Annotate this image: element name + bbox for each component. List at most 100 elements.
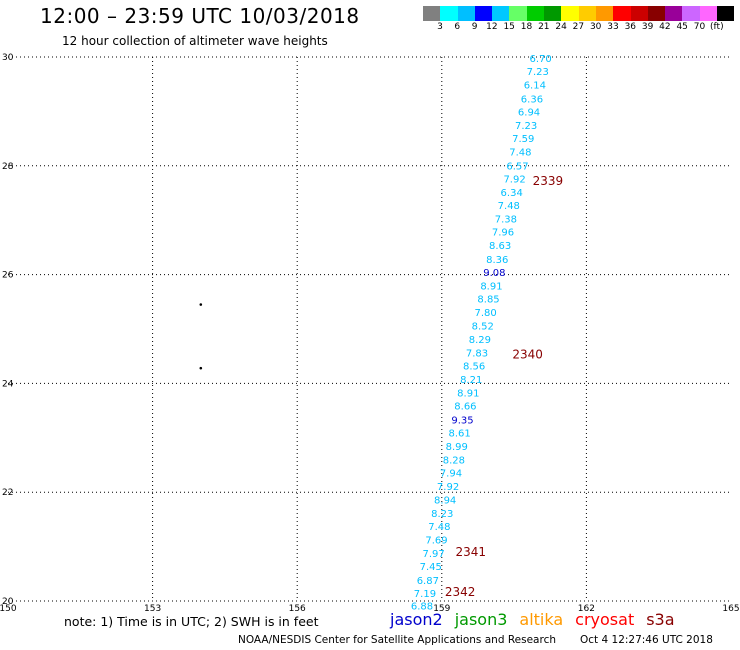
wave-height-value: 7.59 <box>512 134 534 145</box>
color-scale-label: 24 <box>555 22 567 32</box>
color-scale-label: 30 <box>589 22 602 32</box>
wave-height-value: 6.87 <box>417 576 439 587</box>
wave-height-value: 7.97 <box>422 549 444 560</box>
wave-height-value: 7.96 <box>492 228 514 239</box>
color-swatch <box>630 6 648 21</box>
wave-height-value: 7.83 <box>466 348 488 359</box>
x-tick-label: 162 <box>578 604 595 614</box>
y-tick-label: 20 <box>2 597 14 607</box>
wave-height-value: 8.63 <box>489 241 511 252</box>
color-swatch <box>440 6 458 21</box>
color-swatch <box>561 6 579 21</box>
map-title: 12:00 – 23:59 UTC 10/03/2018 <box>40 4 360 28</box>
wave-height-value: 8.85 <box>477 295 499 306</box>
color-scale-label: 39 <box>641 22 654 32</box>
time-marker: 2341 <box>455 545 486 559</box>
color-scale-label: 18 <box>520 22 533 32</box>
wave-height-value: 8.23 <box>431 509 453 520</box>
wave-height-value: 6.70 <box>529 54 551 65</box>
color-scale-label: 6 <box>454 22 461 32</box>
wave-height-value: 9.08 <box>483 268 505 279</box>
color-swatch <box>665 6 683 21</box>
satellite-legend: jason2 jason3 altika cryosat s3a <box>390 610 687 629</box>
color-swatch <box>717 6 735 21</box>
satellite-name: jason3 <box>454 610 508 629</box>
color-swatch <box>544 6 562 21</box>
map-subtitle: 12 hour collection of altimeter wave hei… <box>62 34 328 48</box>
wave-height-value: 7.38 <box>495 215 517 226</box>
y-tick-label: 22 <box>2 488 13 498</box>
footer-note: note: 1) Time is in UTC; 2) SWH is in fe… <box>64 614 319 629</box>
wave-height-value: 6.88 <box>411 601 433 612</box>
generated-timestamp: Oct 4 12:27:46 UTC 2018 <box>580 634 713 646</box>
satellite-name: s3a <box>646 610 675 629</box>
x-tick-label: 150 <box>0 604 17 614</box>
wave-height-value: 8.91 <box>480 281 502 292</box>
color-scale-label: 9 <box>471 22 478 32</box>
color-swatch <box>509 6 527 21</box>
y-tick-label: 28 <box>2 162 14 172</box>
wave-height-value: 8.91 <box>457 389 479 400</box>
color-swatch <box>457 6 475 21</box>
time-marker: 2342 <box>445 585 476 599</box>
wave-height-value: 8.94 <box>434 495 456 506</box>
color-swatch <box>474 6 493 21</box>
wave-height-value: 8.36 <box>486 255 508 266</box>
wave-height-value: 8.29 <box>469 335 491 346</box>
data-dot <box>199 303 203 306</box>
wave-height-value: 7.92 <box>437 482 459 493</box>
x-tick-label: 153 <box>144 604 161 614</box>
y-tick-label: 30 <box>2 53 14 63</box>
color-swatch <box>578 6 596 21</box>
wave-height-value: 7.23 <box>515 121 537 132</box>
data-dot <box>199 366 203 370</box>
color-swatch <box>595 6 614 21</box>
color-scale-label: 33 <box>607 22 619 32</box>
y-tick-label: 26 <box>2 271 14 281</box>
color-scale-label: 15 <box>503 22 515 32</box>
wave-height-value: 6.94 <box>518 107 540 118</box>
color-scale-label: 42 <box>659 22 671 32</box>
wave-height-value: 7.19 <box>414 589 436 600</box>
wave-height-value: 7.48 <box>498 201 520 212</box>
x-tick-label: 165 <box>722 604 739 614</box>
color-scale-label: 12 <box>486 22 498 32</box>
color-scale-label: 36 <box>624 22 637 32</box>
wave-height-value: 8.52 <box>472 322 494 333</box>
color-scale-label: 3 <box>437 22 443 32</box>
wave-height-value: 7.92 <box>503 174 525 185</box>
color-scale-label: 45 <box>676 22 688 32</box>
x-tick-label: 156 <box>289 604 306 614</box>
wave-height-value: 6.14 <box>524 81 546 92</box>
wave-height-value: 7.45 <box>420 562 442 573</box>
color-scale-labels: 3 6 9 12 15 18 21 24 27 30 33 36 39 42 45 70 (ft) <box>0 22 740 36</box>
wave-height-value: 9.35 <box>451 415 473 426</box>
y-tick-label: 24 <box>2 379 14 389</box>
satellite-name: cryosat <box>575 610 635 629</box>
color-swatch <box>647 6 666 21</box>
wave-height-value: 7.94 <box>440 469 462 480</box>
color-scale-label: 21 <box>538 22 550 32</box>
wave-height-value: 8.56 <box>463 361 485 372</box>
wave-height-value: 8.66 <box>454 402 476 413</box>
color-scale-label: 70 <box>693 22 706 32</box>
wave-height-value: 6.57 <box>506 161 528 172</box>
wave-height-value: 7.23 <box>527 67 549 78</box>
wave-height-value: 8.21 <box>460 375 482 386</box>
color-swatch <box>492 6 510 21</box>
satellite-name: jason2 <box>390 610 443 629</box>
color-swatch <box>613 6 631 21</box>
satellite-name: altika <box>519 610 564 629</box>
wave-height-value: 6.36 <box>521 94 543 105</box>
color-scale-label: (ft) <box>710 22 724 32</box>
color-scale-label: 27 <box>572 22 585 32</box>
time-marker: 2340 <box>512 347 543 361</box>
color-swatch <box>682 6 700 21</box>
color-swatch <box>699 6 718 21</box>
wave-height-value: 7.80 <box>475 308 497 319</box>
wave-height-value: 8.28 <box>443 456 465 467</box>
wave-height-value: 8.61 <box>449 428 471 439</box>
time-marker: 2339 <box>533 174 564 188</box>
